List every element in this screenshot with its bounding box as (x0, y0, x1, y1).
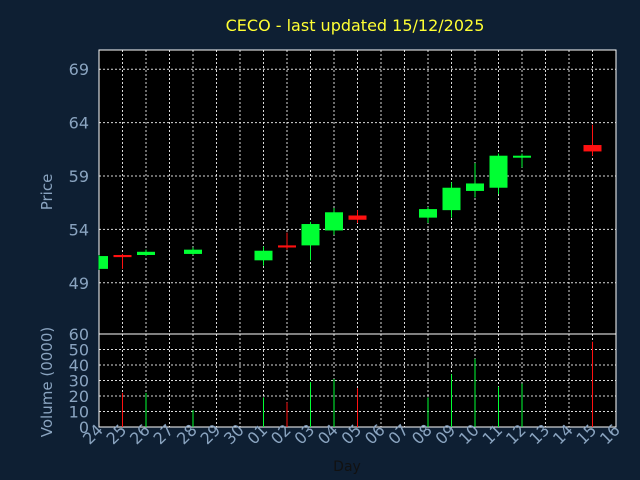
price-tick-label: 59 (69, 167, 89, 186)
x-axis-label: Day (333, 459, 361, 475)
candle-body (254, 250, 273, 261)
candle-body (513, 155, 531, 158)
volume-tick-label: 10 (69, 403, 89, 422)
candle-body (466, 183, 484, 191)
candle-body (348, 215, 367, 220)
volume-bars (122, 341, 593, 427)
candle-body (442, 187, 461, 211)
volume-tick-label: 40 (69, 356, 89, 375)
volume-tick-label: 50 (69, 341, 89, 360)
candles (98, 124, 602, 270)
price-axis-label: Price (38, 174, 56, 211)
candle-body (489, 155, 508, 188)
candle-body (583, 145, 602, 152)
volume-tick-label: 30 (69, 372, 89, 391)
volume-tick-label: 20 (69, 387, 89, 406)
chart-title: CECO - last updated 15/12/2025 (226, 16, 485, 35)
volume-tick-label: 0 (79, 418, 89, 437)
price-tick-label: 69 (69, 60, 89, 79)
price-tick-label: 49 (69, 274, 89, 293)
candle-body (278, 245, 296, 248)
volume-axis-label: Volume (0000) (38, 327, 56, 437)
candle-body (301, 224, 320, 246)
candle-body (419, 209, 437, 218)
candle-body (184, 249, 202, 254)
candle-body (113, 254, 132, 258)
candle-body (137, 251, 155, 255)
volume-tick-label: 60 (69, 325, 89, 344)
price-tick-label: 54 (69, 220, 89, 239)
candle-body (325, 212, 343, 231)
candle-body (99, 256, 108, 269)
price-tick-label: 64 (69, 114, 89, 133)
